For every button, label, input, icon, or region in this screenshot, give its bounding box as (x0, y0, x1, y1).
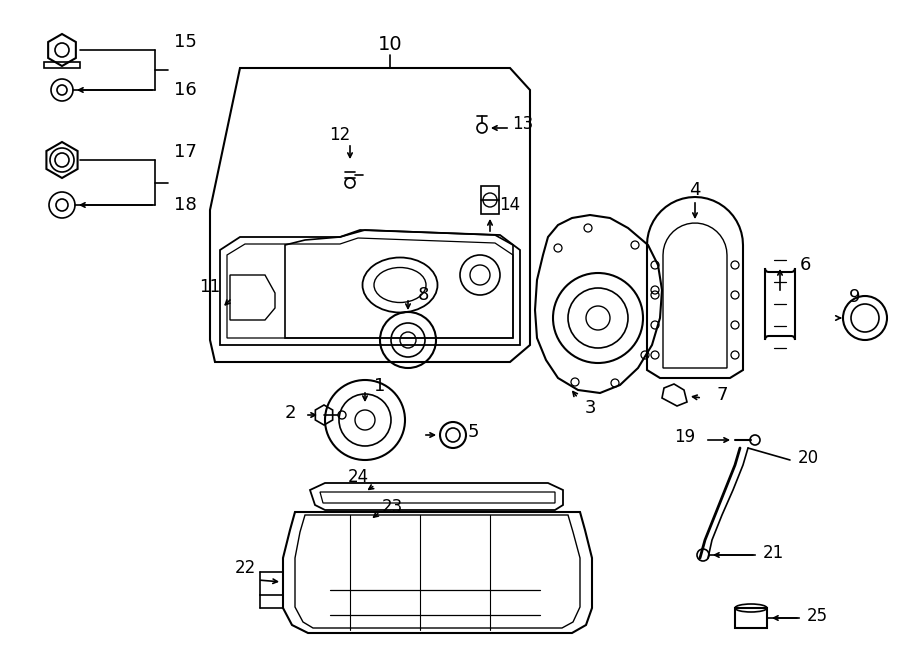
Text: 3: 3 (584, 399, 596, 417)
Text: 5: 5 (467, 423, 479, 441)
Text: 25: 25 (806, 607, 828, 625)
Text: 10: 10 (378, 34, 402, 54)
Text: 12: 12 (329, 126, 351, 144)
Text: 2: 2 (284, 404, 296, 422)
Text: 23: 23 (382, 498, 402, 516)
Text: 11: 11 (199, 278, 220, 296)
Text: 20: 20 (797, 449, 819, 467)
Text: 18: 18 (174, 196, 196, 214)
Text: 1: 1 (374, 377, 386, 395)
Text: 16: 16 (174, 81, 196, 99)
Text: 21: 21 (762, 544, 784, 562)
Text: 9: 9 (850, 288, 860, 306)
Text: 8: 8 (418, 286, 428, 304)
Text: 13: 13 (512, 115, 534, 133)
Text: 17: 17 (174, 143, 196, 161)
Text: 24: 24 (347, 468, 369, 486)
Text: 6: 6 (799, 256, 811, 274)
Text: 7: 7 (716, 386, 728, 404)
Text: 15: 15 (174, 33, 196, 51)
Text: 14: 14 (500, 196, 520, 214)
Text: 22: 22 (234, 559, 256, 577)
Text: 19: 19 (674, 428, 696, 446)
Text: 4: 4 (689, 181, 701, 199)
